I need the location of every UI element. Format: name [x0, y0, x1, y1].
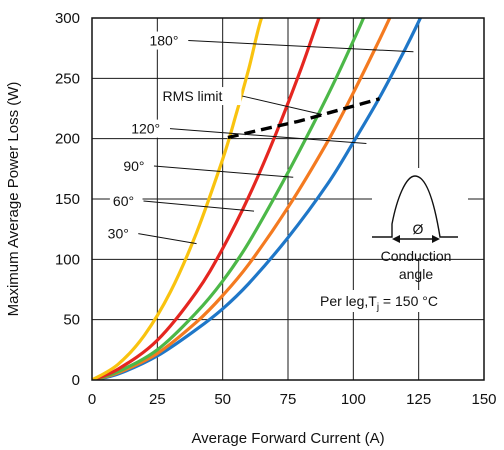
annotation-bg-rms-limit — [159, 87, 242, 106]
inset-background — [372, 168, 468, 258]
note-text: Per leg,Tj = 150 °C — [320, 293, 438, 313]
y-tick-label-250: 250 — [55, 70, 80, 87]
annotation-bg-60deg — [109, 192, 143, 211]
conduction-caption-line2: angle — [399, 266, 433, 282]
y-tick-label-50: 50 — [63, 312, 80, 329]
series-line-90deg — [92, 18, 366, 380]
y-tick-label-200: 200 — [55, 131, 80, 148]
series-line-120deg — [92, 18, 392, 380]
annotation-leader-rms-limit — [242, 95, 323, 116]
annotation-bg-120deg — [128, 119, 169, 138]
annotation-leader-120deg — [169, 128, 367, 144]
annotation-label-120deg: 120° — [131, 121, 160, 137]
series-line-30deg — [92, 18, 264, 380]
annotation-label-rms-limit: RMS limit — [163, 88, 223, 104]
x-tick-label-100: 100 — [341, 391, 366, 408]
conduction-symbol: Ø — [413, 221, 424, 237]
rms-limit-line — [227, 97, 380, 140]
x-axis-label: Average Forward Current (A) — [191, 430, 384, 447]
annotation-label-30deg: 30° — [108, 226, 129, 242]
x-tick-label-150: 150 — [471, 391, 496, 408]
annotations: 180° RMS limit 120° 90° 60° 30° — [104, 31, 414, 245]
annotation-label-90deg: 90° — [123, 158, 144, 174]
note-suffix: = 150 °C — [379, 293, 438, 309]
y-tick-label-100: 100 — [55, 251, 80, 268]
x-tick-label-50: 50 — [214, 391, 231, 408]
annotation-leader-60deg — [143, 200, 255, 212]
angle-arrow-right-head — [432, 235, 440, 243]
annotation-bg-90deg — [120, 157, 153, 176]
annotation-leader-30deg — [138, 233, 197, 245]
note-background — [308, 290, 468, 312]
operating-condition-note: Per leg,Tj = 150 °C — [308, 290, 468, 313]
series-line-60deg — [92, 18, 321, 380]
x-tick-label-125: 125 — [406, 391, 431, 408]
series-line-180deg — [92, 18, 423, 380]
plot-frame — [91, 17, 485, 381]
annotation-label-60deg: 60° — [113, 193, 134, 209]
y-axis-label: Maximum Average Power Loss (W) — [5, 82, 22, 317]
conduction-caption-line1: Conduction — [381, 248, 452, 264]
annotation-bg-180deg — [146, 31, 188, 50]
y-tick-label-0: 0 — [72, 372, 80, 389]
annotation-bg-30deg — [104, 224, 138, 243]
rms-limit-dashed-line — [227, 97, 380, 140]
annotation-label-180deg: 180° — [149, 33, 178, 49]
note-prefix: Per leg,T — [320, 293, 377, 309]
angle-arrow-left-head — [392, 235, 400, 243]
conduction-angle-inset: Ø Conduction angle — [372, 168, 468, 282]
x-tick-label-0: 0 — [88, 391, 96, 408]
note-subscript: j — [376, 302, 379, 313]
annotation-leader-180deg — [188, 40, 414, 53]
y-tick-label-300: 300 — [55, 10, 80, 27]
y-tick-label-150: 150 — [55, 191, 80, 208]
x-tick-label-25: 25 — [149, 391, 166, 408]
x-tick-label-75: 75 — [280, 391, 297, 408]
tick-labels: 0 25 50 75 100 125 150 0 50 100 150 200 250 300 — [55, 10, 497, 408]
annotation-leader-90deg — [153, 165, 294, 178]
half-sine-waveform — [372, 175, 458, 238]
